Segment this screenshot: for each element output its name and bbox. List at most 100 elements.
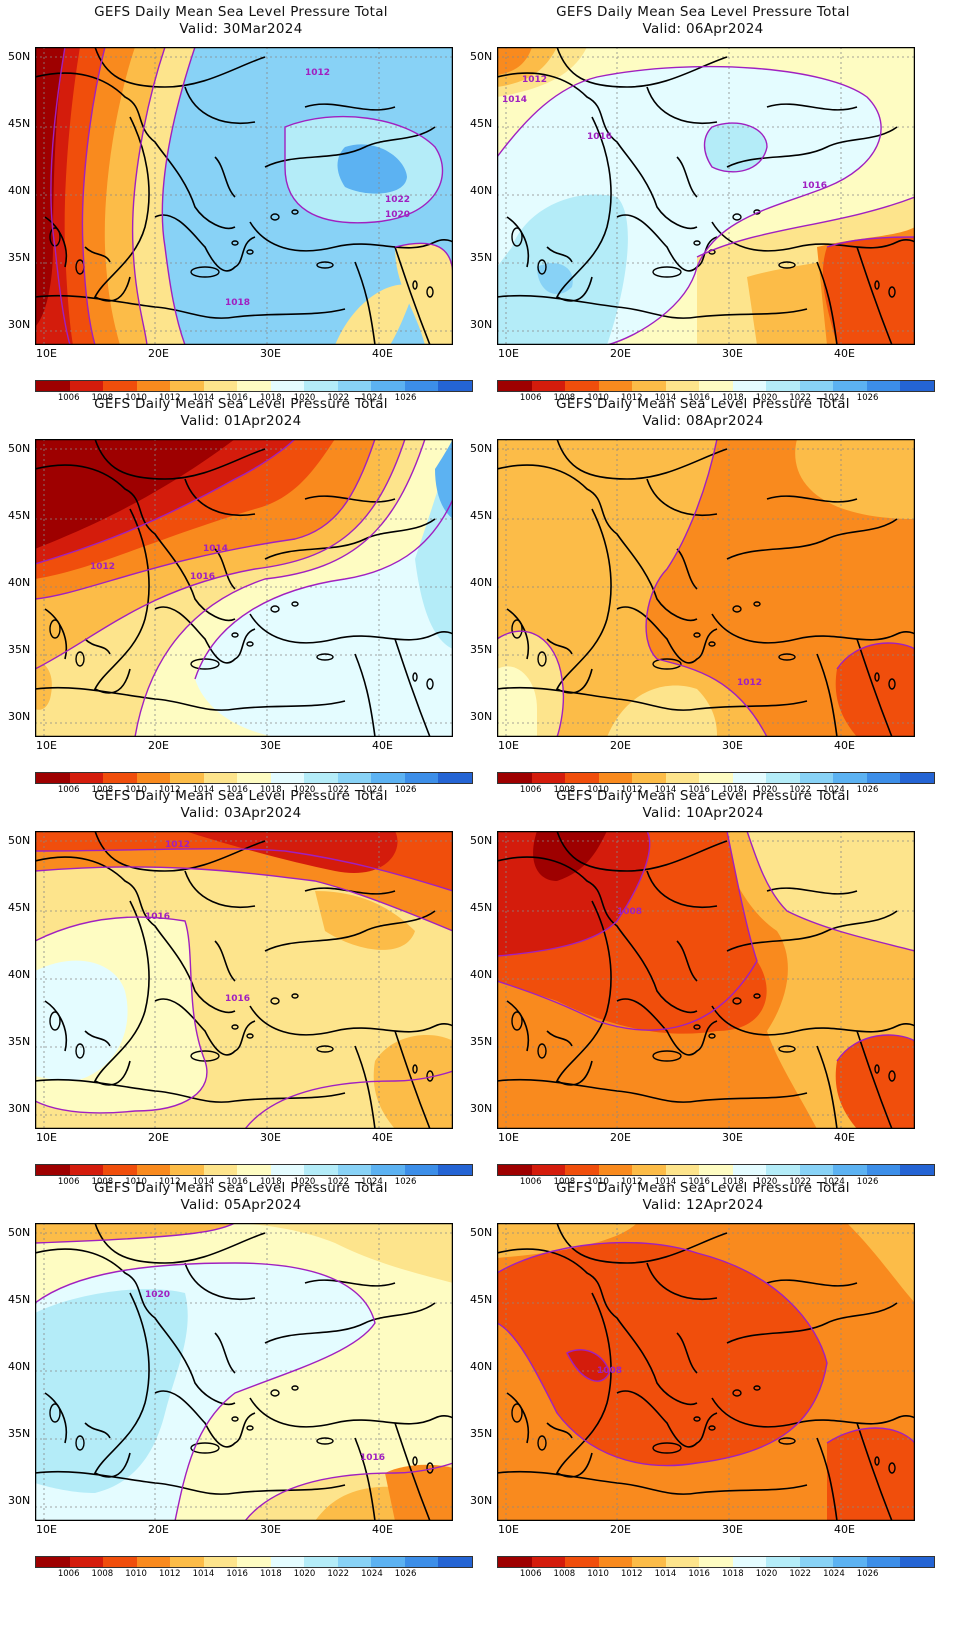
colorbar-label: 1020 (755, 1569, 778, 1579)
lat-tick-label: 30N (470, 710, 493, 723)
coastline (304, 495, 396, 503)
isobar-label: 1022 (385, 195, 410, 205)
coastline (497, 72, 698, 229)
coastline (354, 1045, 376, 1129)
colorbar-swatch (598, 381, 633, 391)
colorbar-swatch (699, 1557, 733, 1567)
pressure-map: 1012 1022 1020 1018 (35, 47, 453, 345)
isobar-line (836, 1034, 915, 1062)
isobar-label: 1020 (385, 210, 410, 220)
colorbar-swatch (237, 773, 271, 783)
colorbar-swatch (799, 381, 834, 391)
colorbar-label: 1014 (192, 393, 215, 403)
coastline (676, 548, 698, 590)
coastline (556, 1223, 728, 1264)
colorbar-swatch (833, 1557, 867, 1567)
colorbar-label: 1020 (293, 785, 316, 795)
island (693, 1024, 701, 1030)
colorbar-label: 1024 (823, 393, 845, 403)
panel-title: GEFS Daily Mean Sea Level Pressure Total (94, 1180, 388, 1196)
pressure-band (335, 284, 415, 345)
coastline (35, 1248, 236, 1405)
lon-tick-label: 30E (722, 347, 743, 360)
coastline (556, 439, 728, 480)
lat-tick-label: 30N (8, 710, 31, 723)
lat-tick-label: 30N (470, 1102, 493, 1115)
isobar-line (497, 65, 882, 345)
island (291, 993, 299, 999)
island (231, 632, 239, 638)
coastline (676, 1332, 698, 1374)
lon-tick-label: 20E (148, 1131, 169, 1144)
colorbar-label: 1008 (91, 785, 114, 795)
colorbar-label: 1024 (361, 393, 383, 403)
colorbar-swatch (732, 1165, 767, 1175)
lon-tick-label: 20E (148, 1523, 169, 1536)
colorbar-label: 1010 (125, 785, 147, 795)
colorbar (497, 1164, 935, 1176)
island (753, 1385, 761, 1391)
isobar-line (194, 498, 453, 680)
coastline (497, 686, 808, 711)
coastline (35, 464, 236, 621)
isobar-line (826, 1427, 915, 1444)
coastline (546, 1422, 573, 1439)
coastline (856, 246, 893, 345)
island (190, 658, 220, 670)
colorbar-swatch (632, 1557, 666, 1567)
colorbar-label: 1012 (620, 393, 643, 403)
colorbar-swatch (404, 773, 439, 783)
colorbar-swatch (565, 773, 599, 783)
colorbar-swatch (136, 1557, 171, 1567)
coastline (766, 887, 858, 895)
colorbar-swatch (900, 1165, 934, 1175)
isobar-line (35, 1223, 236, 1244)
colorbar-swatch (404, 1557, 439, 1567)
coastline (711, 221, 915, 252)
island (888, 1070, 896, 1082)
colorbar-label: 1014 (654, 785, 677, 795)
lat-tick-label: 40N (470, 968, 493, 981)
coastline (264, 910, 436, 952)
coastline (84, 638, 111, 655)
colorbar-swatch (498, 773, 532, 783)
colorbar-swatch (203, 1557, 238, 1567)
colorbar-swatch (665, 1557, 700, 1567)
isobar-line (284, 115, 444, 224)
isobar-line (746, 831, 915, 952)
island (75, 1043, 85, 1059)
isobar-line (35, 439, 406, 670)
colorbar-swatch (438, 773, 472, 783)
lat-tick-label: 30N (8, 1102, 31, 1115)
lat-tick-label: 45N (470, 509, 493, 522)
pressure-map: 1020 1016 (35, 1223, 453, 1521)
pressure-band (827, 1428, 915, 1521)
island (693, 1416, 701, 1422)
isobar-label: 1016 (802, 181, 827, 191)
colorbar-swatch (270, 1557, 305, 1567)
colorbar-swatch (598, 1557, 633, 1567)
isobar-line (497, 630, 565, 737)
coastline (184, 478, 256, 516)
coastline (497, 464, 698, 621)
pressure-band (35, 1289, 188, 1493)
panel-valid-date: Valid: 08Apr2024 (642, 413, 764, 429)
colorbar-label: 1018 (722, 1569, 744, 1579)
colorbar-label: 1016 (688, 393, 710, 403)
coastline (646, 86, 718, 124)
isobar-line (566, 1349, 610, 1382)
colorbar-swatch (371, 1165, 405, 1175)
colorbar-swatch (565, 1165, 599, 1175)
colorbar-label: 1026 (856, 393, 879, 403)
colorbar-label: 1014 (654, 1177, 677, 1187)
island (316, 653, 334, 661)
coastline (249, 613, 453, 644)
colorbar-swatch (270, 773, 305, 783)
lat-tick-label: 50N (470, 834, 493, 847)
colorbar-swatch (103, 1557, 137, 1567)
island (732, 1389, 742, 1397)
island (291, 1385, 299, 1391)
isobar-line (826, 236, 915, 248)
colorbar-label: 1010 (587, 1177, 609, 1187)
coastline (154, 998, 256, 1056)
